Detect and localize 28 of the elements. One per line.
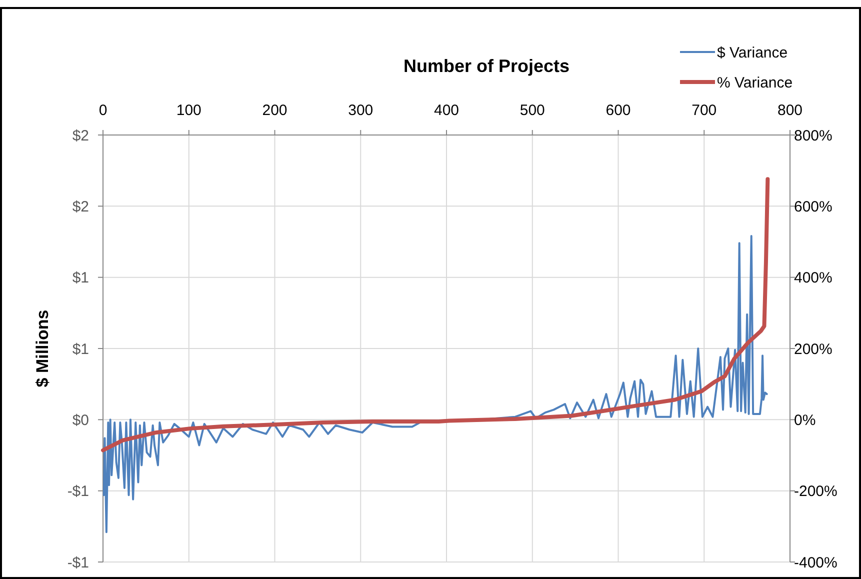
y-tick-label: $2 bbox=[72, 198, 89, 216]
x-tick-label: 0 bbox=[98, 102, 108, 119]
x-tick-label: 700 bbox=[692, 102, 717, 119]
y2-tick-label: 800% bbox=[794, 127, 832, 144]
y-tick-label: $1 bbox=[72, 270, 89, 287]
x-tick-label: 100 bbox=[176, 102, 202, 119]
line-series bbox=[101, 177, 770, 452]
x-tick-label: 400 bbox=[434, 102, 460, 119]
x-axis-title: Number of Projects bbox=[403, 56, 570, 76]
x-tick-label: 600 bbox=[606, 102, 631, 119]
y-axis-title: $ Millions bbox=[33, 310, 52, 388]
y2-tick-label: 200% bbox=[794, 340, 832, 358]
legend-label: $ Variance bbox=[717, 44, 788, 62]
y2-tick-label: -400% bbox=[794, 554, 838, 572]
y-tick-label: $2 bbox=[72, 127, 89, 144]
y-tick-label: -$1 bbox=[67, 483, 89, 500]
y-tick-label: $1 bbox=[72, 340, 89, 358]
y2-tick-label: -200% bbox=[794, 483, 838, 500]
x-tick-label: 200 bbox=[262, 102, 288, 119]
y2-tick-label: 400% bbox=[794, 270, 832, 287]
legend-label: % Variance bbox=[717, 74, 793, 92]
x-tick-label: 300 bbox=[348, 102, 374, 119]
x-tick-label: 800 bbox=[777, 102, 803, 119]
x-tick-label: 500 bbox=[520, 102, 545, 119]
y2-tick-label: 600% bbox=[794, 198, 832, 216]
y-tick-label: -$1 bbox=[67, 554, 89, 572]
y-tick-label: $0 bbox=[72, 412, 89, 429]
y2-tick-label: 0% bbox=[794, 412, 816, 429]
